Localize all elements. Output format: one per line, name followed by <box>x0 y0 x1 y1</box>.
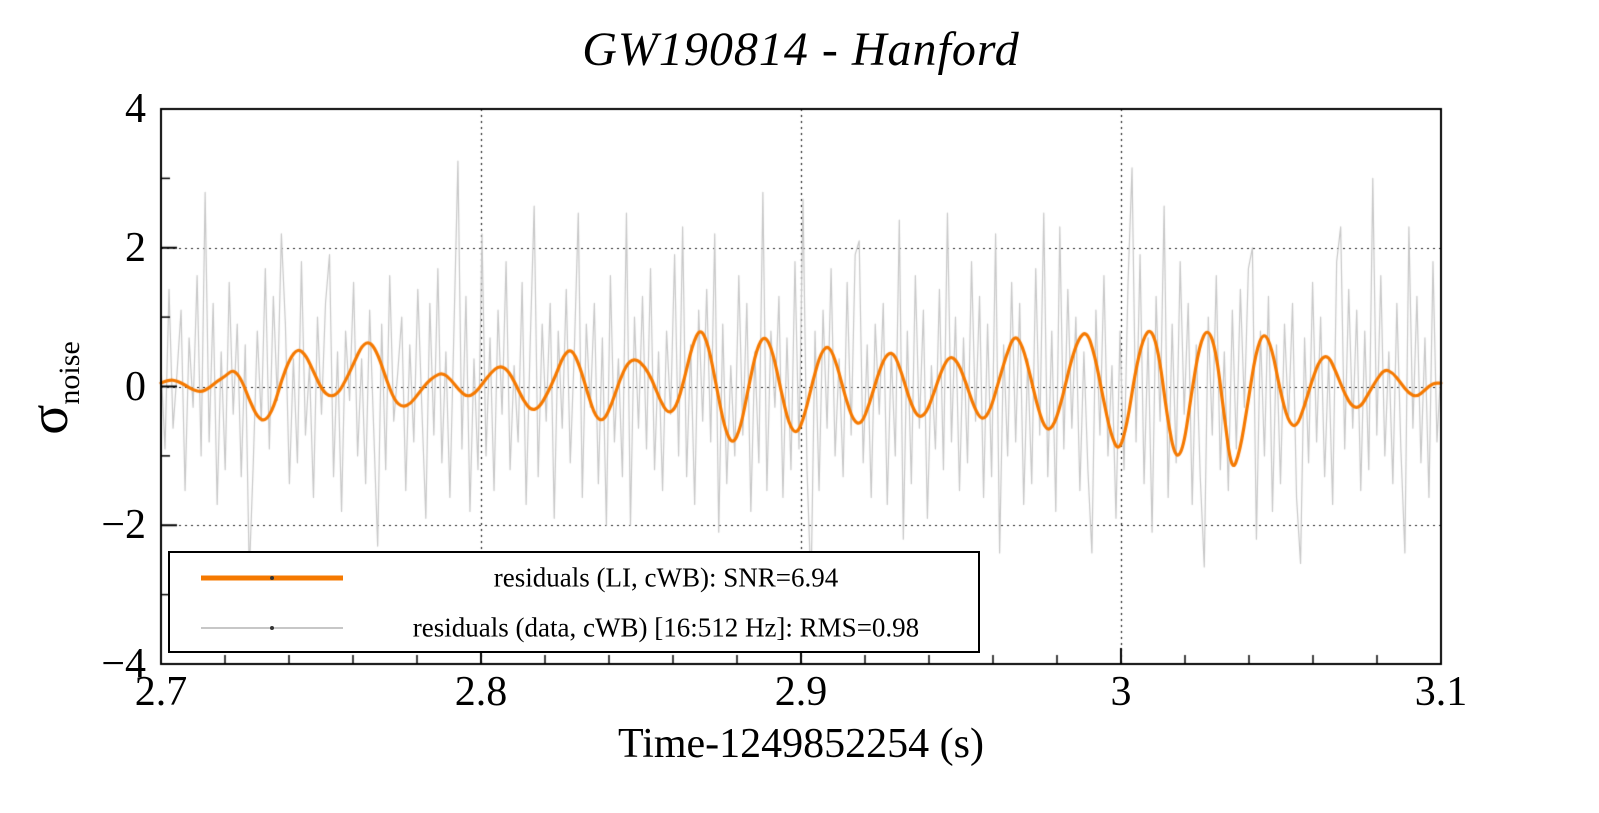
x-tick-label: 2.8 <box>454 669 508 715</box>
legend-row-data-residuals: residuals (data, cWB) [16:512 Hz]: RMS=0… <box>170 603 978 653</box>
y-axis-label: σnoise <box>17 341 87 435</box>
legend-point-icon <box>270 576 274 580</box>
x-tick-label: 2.7 <box>134 669 188 715</box>
y-tick-label: −2 <box>101 502 146 549</box>
y-tick-label: 0 <box>125 363 146 410</box>
legend-label-data-residuals: residuals (data, cWB) [16:512 Hz]: RMS=0… <box>412 612 920 643</box>
x-tick-label: 2.9 <box>774 669 828 715</box>
legend-row-li-residuals: residuals (LI, cWB): SNR=6.94 <box>170 553 978 603</box>
y-tick-label: 4 <box>125 86 146 132</box>
legend-label-li-residuals: residuals (LI, cWB): SNR=6.94 <box>493 562 839 593</box>
legend-sample-data-residuals <box>201 603 343 653</box>
legend-sample-li-residuals <box>201 553 343 603</box>
x-tick-label: 3 <box>1110 669 1132 715</box>
x-axis-label: Time-1249852254 (s) <box>618 721 984 767</box>
y-axis-label-sigma: σ <box>17 404 80 435</box>
y-tick-label: 2 <box>125 224 146 271</box>
y-tick-label: −4 <box>101 641 146 687</box>
y-axis-label-subscript: noise <box>53 341 87 405</box>
chart-title: GW190814 - Hanford <box>582 23 1020 76</box>
x-tick-label: 3.1 <box>1414 669 1468 715</box>
legend-point-icon <box>270 626 274 630</box>
legend-box: residuals (LI, cWB): SNR=6.94 residuals … <box>168 551 980 653</box>
